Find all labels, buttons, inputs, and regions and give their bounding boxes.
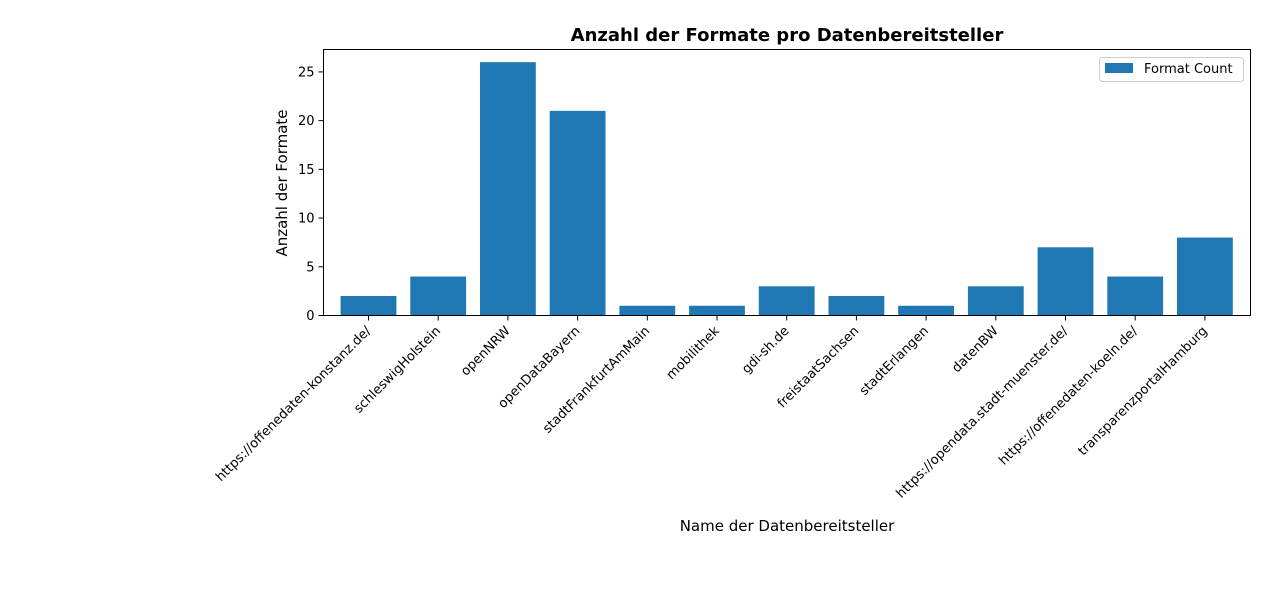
bar xyxy=(967,286,1024,316)
legend-swatch xyxy=(1105,63,1133,73)
bar xyxy=(410,276,467,316)
y-axis: 0 5 10 15 20 25 xyxy=(298,65,324,324)
y-tick-label: 20 xyxy=(298,114,315,129)
bar xyxy=(619,305,676,316)
legend: Format Count xyxy=(1099,57,1244,82)
x-tick-label: stadtErlangen xyxy=(857,324,932,399)
bar xyxy=(758,286,815,316)
bar xyxy=(1177,237,1233,316)
y-tick-label: 0 xyxy=(306,309,314,324)
plot-frame xyxy=(323,49,1251,316)
y-axis-label: Anzahl der Formate xyxy=(273,109,291,256)
legend-label: Format Count xyxy=(1144,62,1233,77)
x-tick-label: transparenzportalHamburg xyxy=(1075,324,1210,459)
bar xyxy=(828,296,885,316)
bars-group xyxy=(340,62,1233,316)
y-tick-label: 5 xyxy=(306,260,314,275)
bar xyxy=(689,305,745,316)
x-tick-label: gdi-sh.de xyxy=(739,324,792,377)
x-tick-label: datenBW xyxy=(949,324,1001,376)
bar xyxy=(1037,247,1094,316)
x-tick-label: https://offenedaten-konstanz.de/ xyxy=(213,323,375,485)
y-tick-label: 25 xyxy=(298,65,315,80)
x-axis: https://offenedaten-konstanz.de/schleswi… xyxy=(213,315,1211,501)
x-tick-label: mobilithek xyxy=(664,323,723,382)
x-axis-label: Name der Datenbereitsteller xyxy=(680,517,895,535)
bar xyxy=(898,305,954,316)
bar xyxy=(549,110,606,316)
x-tick-label: openNRW xyxy=(458,324,514,380)
y-tick-label: 10 xyxy=(298,212,315,227)
y-tick-label: 15 xyxy=(298,163,315,178)
chart-title: Anzahl der Formate pro Datenbereitstelle… xyxy=(571,25,1004,46)
bar xyxy=(340,296,397,316)
x-tick-label: https://offenedaten-koeln.de/ xyxy=(996,323,1141,468)
bar xyxy=(1107,276,1164,316)
bar xyxy=(480,62,536,316)
legend-frame xyxy=(1099,57,1244,82)
